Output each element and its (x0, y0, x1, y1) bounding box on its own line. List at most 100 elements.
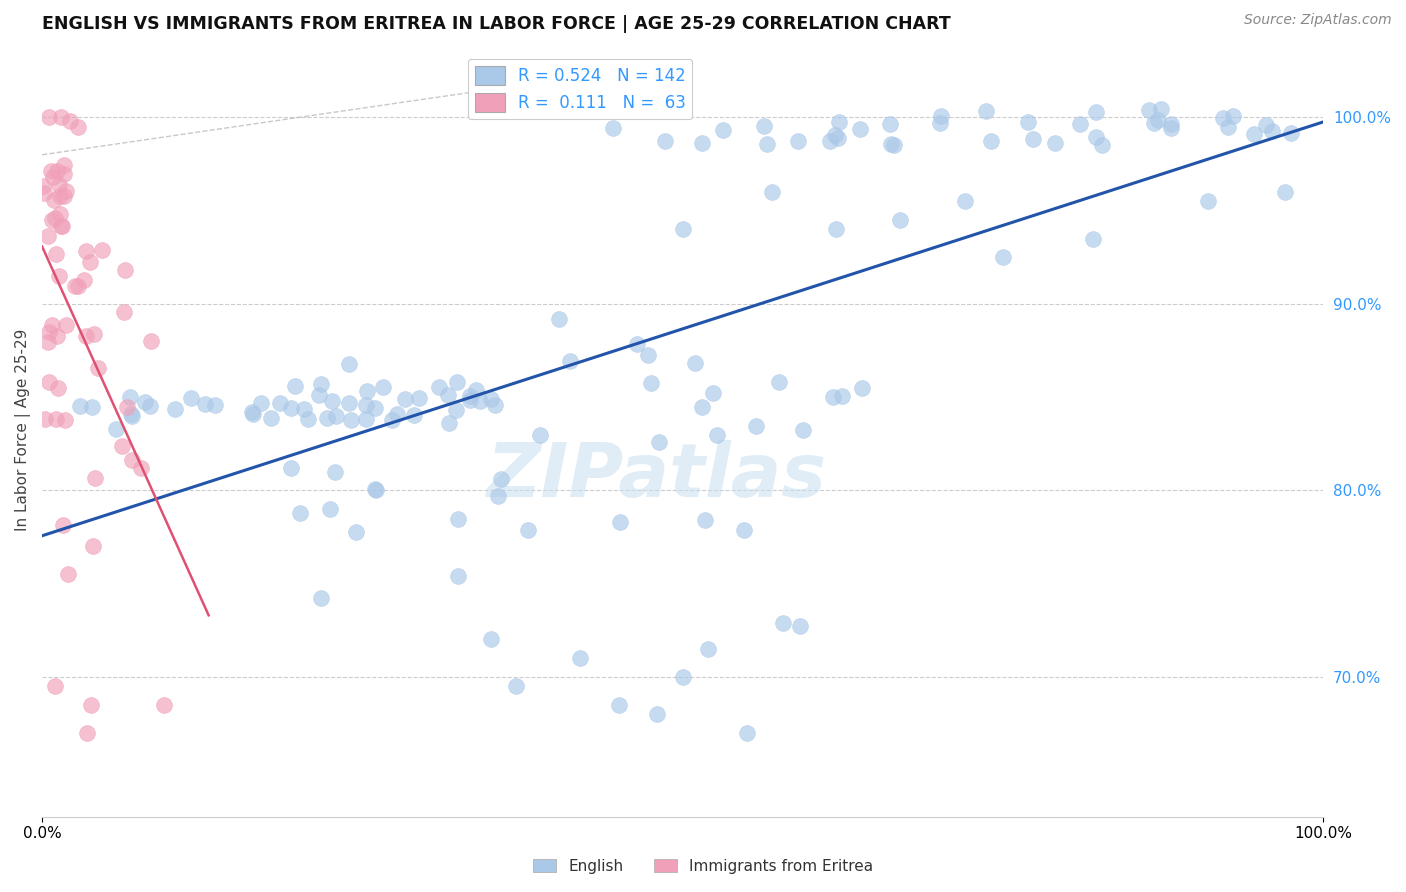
Point (45, 246, 67, 260)
Point (488, 489, 510, 503)
Point (468, 393, 491, 408)
Point (447, 511, 470, 525)
Point (112, 305, 135, 319)
Point (69, 399, 91, 413)
Point (242, 405, 264, 419)
Point (284, 379, 307, 393)
Point (1160, 118, 1182, 132)
Point (928, 116, 950, 130)
Point (690, 136, 713, 151)
Legend: R = 0.524   N = 142, R =  0.111   N =  63: R = 0.524 N = 142, R = 0.111 N = 63 (468, 59, 693, 120)
Point (364, 483, 387, 498)
Point (1254, 119, 1277, 133)
Point (879, 116, 901, 130)
Point (792, 424, 814, 438)
Point (889, 213, 911, 227)
Text: Source: ZipAtlas.com: Source: ZipAtlas.com (1244, 13, 1392, 28)
Point (87, 361, 110, 376)
Point (1147, 113, 1170, 128)
Point (787, 134, 810, 148)
Point (569, 651, 592, 665)
Point (1084, 129, 1107, 144)
Point (323, 465, 346, 479)
Point (280, 401, 302, 415)
Point (1091, 138, 1114, 153)
Point (607, 698, 630, 712)
Point (683, 356, 706, 370)
Point (80, 698, 103, 712)
Point (827, 131, 849, 145)
Point (831, 389, 853, 403)
Point (354, 398, 377, 412)
Point (558, 353, 581, 368)
Point (297, 411, 319, 425)
Point (465, 384, 488, 398)
Point (818, 134, 841, 148)
Point (505, 679, 527, 693)
Point (394, 392, 416, 406)
Point (1017, 115, 1039, 129)
Point (1274, 185, 1296, 199)
Point (554, 102, 576, 116)
Point (711, 123, 734, 137)
Point (82, 539, 104, 553)
Point (280, 461, 302, 475)
Point (363, 482, 385, 496)
Point (48, 178, 70, 192)
Point (444, 402, 467, 417)
Point (1222, 109, 1244, 123)
Point (974, 104, 997, 119)
Point (59, 114, 82, 128)
Point (269, 396, 291, 410)
Point (80, 400, 103, 414)
Point (337, 357, 360, 371)
Point (204, 398, 226, 412)
Point (39, 164, 62, 178)
Point (34, 411, 56, 425)
Point (1045, 136, 1067, 151)
Point (339, 413, 361, 427)
Point (49, 189, 72, 203)
Point (37, 228, 59, 243)
Point (1243, 127, 1265, 141)
Point (76, 725, 98, 739)
Point (672, 670, 695, 684)
Point (789, 619, 811, 633)
Text: ZIPatlas: ZIPatlas (486, 440, 827, 513)
Point (373, 379, 395, 393)
Point (1160, 120, 1182, 135)
Point (828, 115, 851, 129)
Point (83, 326, 105, 341)
Point (385, 407, 408, 421)
Point (529, 428, 551, 442)
Point (761, 185, 783, 199)
Point (79, 255, 101, 269)
Point (38, 375, 60, 389)
Point (44, 211, 66, 225)
Point (75, 244, 97, 258)
Point (242, 407, 264, 421)
Point (640, 376, 662, 390)
Point (63, 279, 86, 293)
Point (929, 109, 952, 123)
Point (1261, 124, 1284, 138)
Point (250, 395, 273, 409)
Point (288, 507, 311, 521)
Point (129, 460, 152, 475)
Point (1137, 103, 1160, 117)
Point (404, 409, 426, 423)
Point (1022, 131, 1045, 145)
Point (458, 393, 481, 408)
Point (602, 120, 624, 135)
Legend: English, Immigrants from Eritrea: English, Immigrants from Eritrea (527, 853, 879, 880)
Point (41, 170, 63, 185)
Point (52, 158, 75, 172)
Point (479, 632, 502, 647)
Point (194, 396, 217, 410)
Point (52, 518, 75, 533)
Point (49, 219, 72, 233)
Point (325, 409, 347, 424)
Point (45, 328, 67, 343)
Point (344, 524, 367, 539)
Point (48, 207, 70, 221)
